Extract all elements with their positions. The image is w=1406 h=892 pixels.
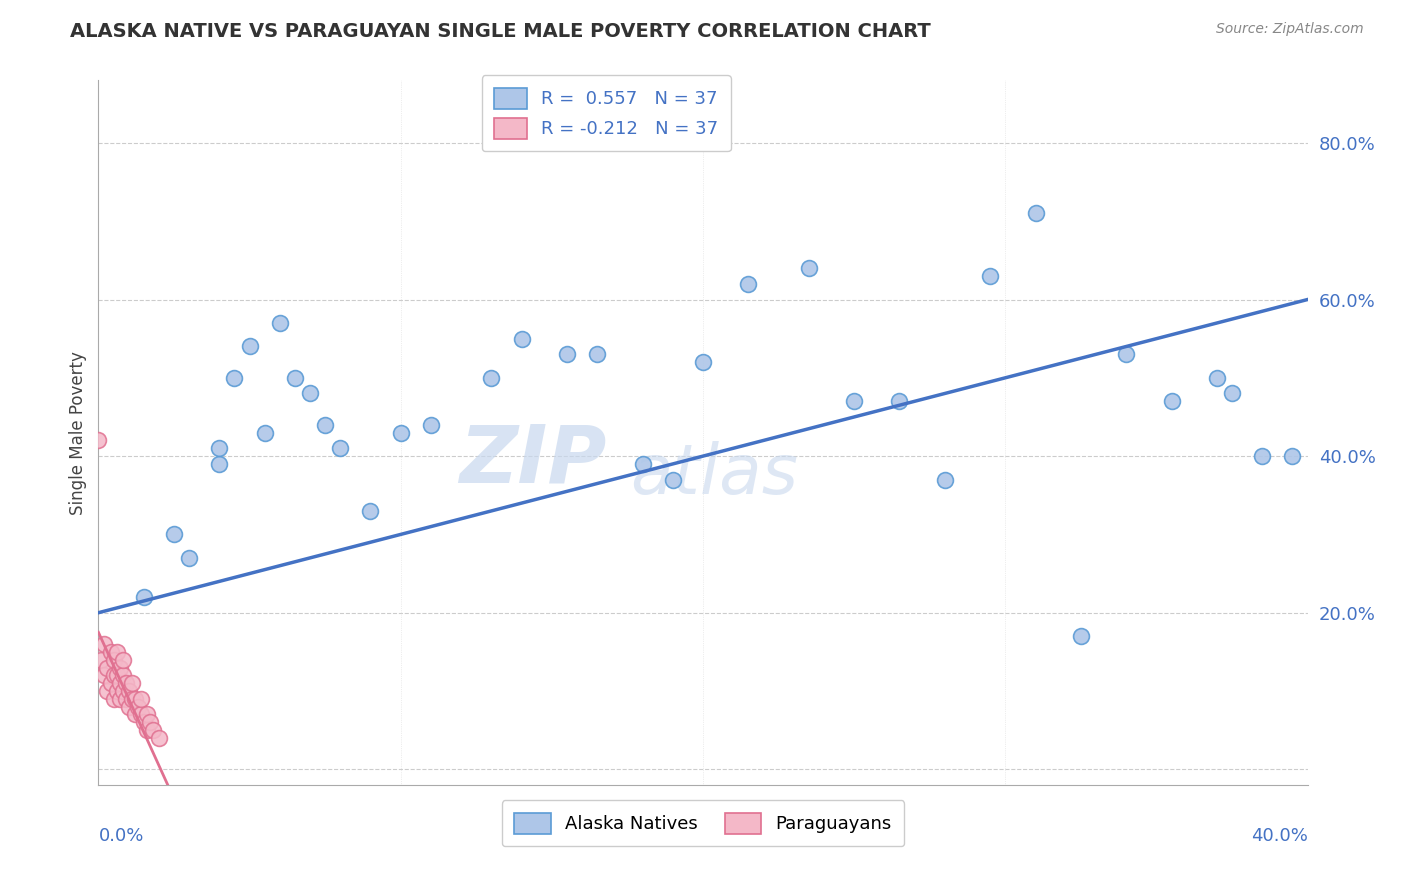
- Point: [105, 645, 128, 659]
- Point: [111, 653, 134, 667]
- Point: [114, 676, 136, 690]
- Point: [129, 707, 152, 722]
- Point: [1251, 449, 1274, 463]
- Point: [179, 550, 201, 565]
- Point: [844, 394, 866, 409]
- Point: [114, 691, 136, 706]
- Text: ZIP: ZIP: [458, 422, 606, 500]
- Text: 40.0%: 40.0%: [1251, 827, 1308, 846]
- Point: [105, 668, 128, 682]
- Point: [93, 668, 115, 682]
- Point: [420, 417, 443, 432]
- Point: [139, 715, 162, 730]
- Point: [105, 684, 128, 698]
- Point: [103, 691, 125, 706]
- Point: [142, 723, 165, 738]
- Point: [103, 668, 125, 682]
- Point: [661, 473, 683, 487]
- Point: [1024, 206, 1046, 220]
- Point: [111, 668, 134, 682]
- Point: [118, 684, 141, 698]
- Point: [96, 660, 118, 674]
- Point: [127, 699, 149, 714]
- Point: [481, 371, 503, 385]
- Point: [90, 653, 112, 667]
- Point: [108, 691, 131, 706]
- Legend: Alaska Natives, Paraguayans: Alaska Natives, Paraguayans: [502, 800, 904, 847]
- Point: [737, 277, 759, 291]
- Point: [124, 691, 146, 706]
- Point: [284, 371, 307, 385]
- Point: [555, 347, 578, 361]
- Point: [132, 715, 155, 730]
- Point: [96, 684, 118, 698]
- Point: [299, 386, 322, 401]
- Point: [1220, 386, 1243, 401]
- Point: [100, 676, 122, 690]
- Point: [692, 355, 714, 369]
- Text: ALASKA NATIVE VS PARAGUAYAN SINGLE MALE POVERTY CORRELATION CHART: ALASKA NATIVE VS PARAGUAYAN SINGLE MALE …: [70, 22, 931, 41]
- Point: [586, 347, 609, 361]
- Point: [121, 676, 143, 690]
- Point: [87, 434, 110, 448]
- Point: [314, 417, 336, 432]
- Point: [124, 707, 146, 722]
- Point: [132, 590, 155, 604]
- Point: [208, 442, 231, 456]
- Y-axis label: Single Male Poverty: Single Male Poverty: [69, 351, 87, 515]
- Point: [389, 425, 412, 440]
- Point: [360, 504, 382, 518]
- Point: [103, 653, 125, 667]
- Point: [129, 691, 152, 706]
- Point: [108, 660, 131, 674]
- Point: [797, 261, 820, 276]
- Point: [224, 371, 246, 385]
- Point: [510, 332, 533, 346]
- Text: 0.0%: 0.0%: [98, 827, 143, 846]
- Point: [93, 637, 115, 651]
- Point: [631, 457, 654, 471]
- Point: [1281, 449, 1303, 463]
- Point: [121, 691, 143, 706]
- Text: Source: ZipAtlas.com: Source: ZipAtlas.com: [1216, 22, 1364, 37]
- Point: [269, 316, 291, 330]
- Text: atlas: atlas: [630, 442, 799, 508]
- Point: [135, 707, 157, 722]
- Point: [979, 268, 1001, 283]
- Point: [148, 731, 170, 745]
- Point: [108, 676, 131, 690]
- Point: [934, 473, 956, 487]
- Point: [163, 527, 186, 541]
- Point: [118, 699, 141, 714]
- Point: [1115, 347, 1137, 361]
- Point: [208, 457, 231, 471]
- Point: [1206, 371, 1229, 385]
- Point: [1160, 394, 1182, 409]
- Point: [329, 442, 352, 456]
- Point: [1070, 629, 1092, 643]
- Point: [239, 339, 262, 353]
- Point: [889, 394, 911, 409]
- Point: [100, 645, 122, 659]
- Point: [111, 684, 134, 698]
- Point: [135, 723, 157, 738]
- Point: [253, 425, 276, 440]
